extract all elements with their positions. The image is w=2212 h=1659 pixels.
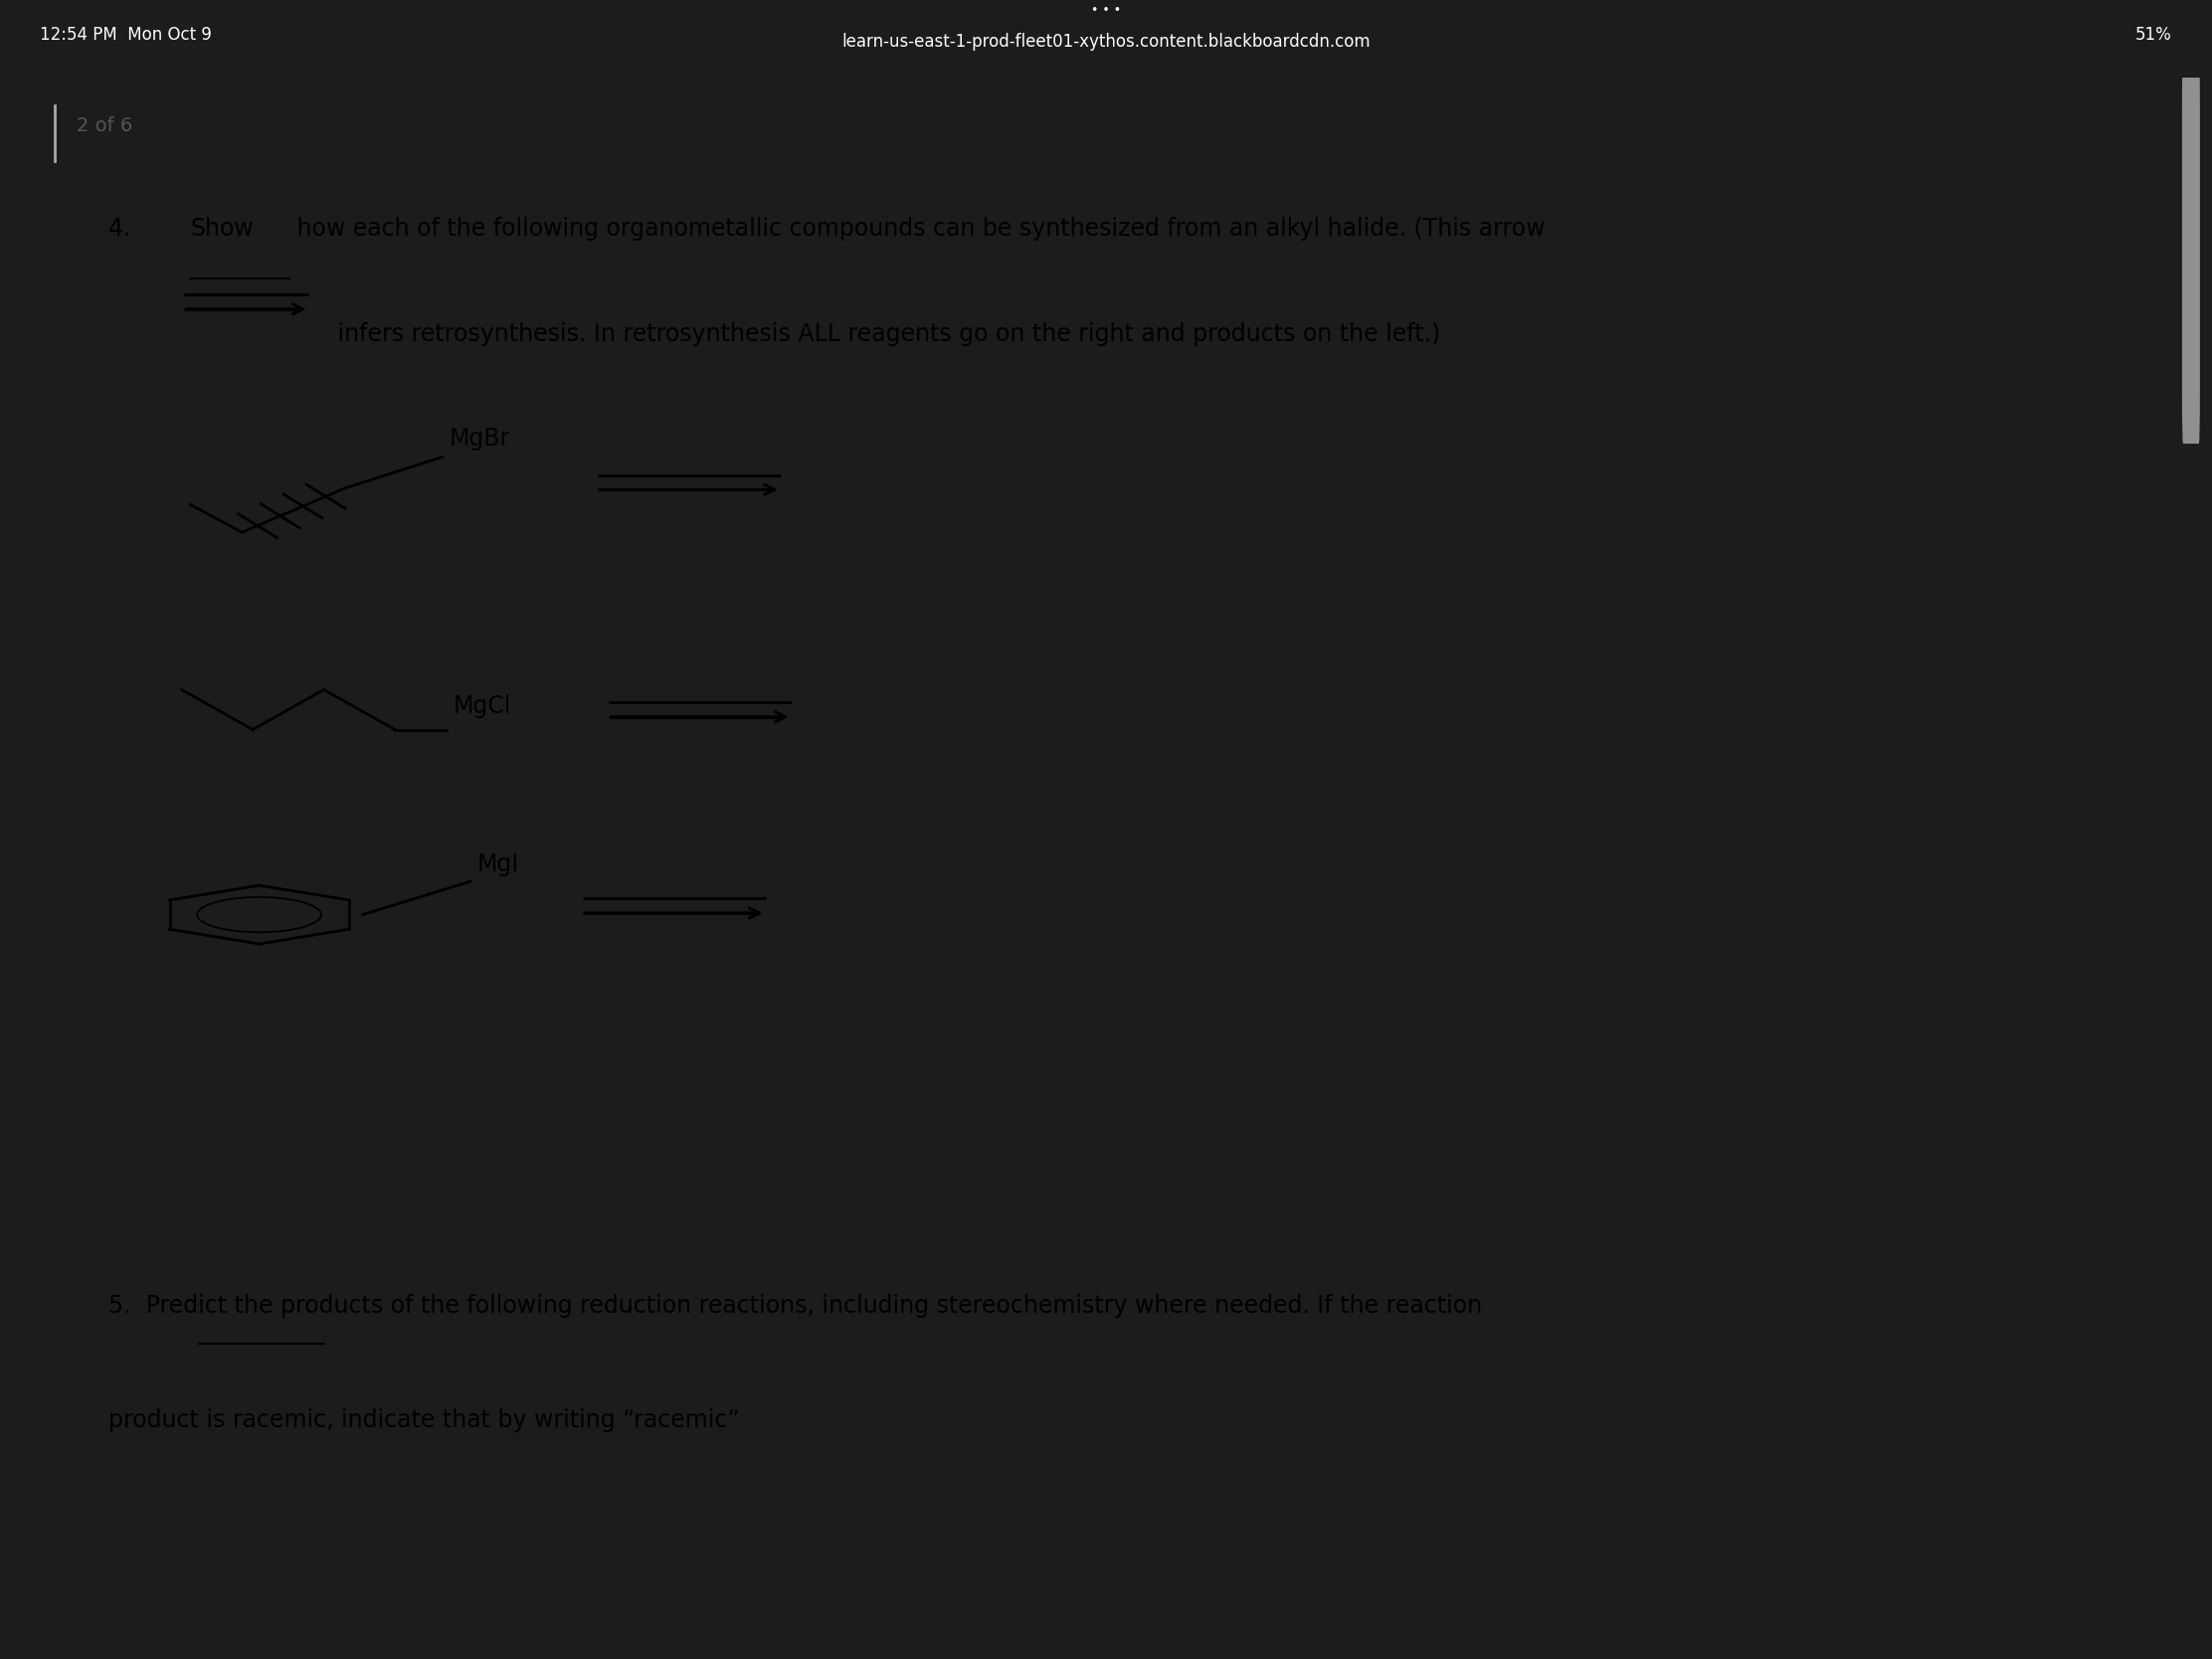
Text: 51%: 51% — [2135, 27, 2172, 43]
Text: infers retrosynthesis. In retrosynthesis ALL reagents go on the right and produc: infers retrosynthesis. In retrosynthesis… — [330, 322, 1440, 345]
Text: MgBr: MgBr — [449, 426, 509, 450]
Text: MgI: MgI — [478, 853, 520, 876]
Text: 5.  Predict the products of the following reduction reactions, including stereoc: 5. Predict the products of the following… — [108, 1294, 1482, 1317]
Text: 12:54 PM  Mon Oct 9: 12:54 PM Mon Oct 9 — [40, 27, 212, 43]
Text: • • •: • • • — [1091, 3, 1121, 17]
Text: 2 of 6: 2 of 6 — [75, 116, 133, 136]
Text: 4.: 4. — [108, 217, 146, 241]
Text: learn-us-east-1-prod-fleet01-xythos.content.blackboardcdn.com: learn-us-east-1-prod-fleet01-xythos.cont… — [841, 33, 1371, 51]
Text: product is racemic, indicate that by writing “racemic”: product is racemic, indicate that by wri… — [108, 1408, 739, 1432]
FancyBboxPatch shape — [2181, 56, 2201, 443]
Text: Show: Show — [190, 217, 254, 241]
Text: how each of the following organometallic compounds can be synthesized from an al: how each of the following organometallic… — [290, 217, 1544, 241]
Text: MgCl: MgCl — [453, 695, 511, 718]
